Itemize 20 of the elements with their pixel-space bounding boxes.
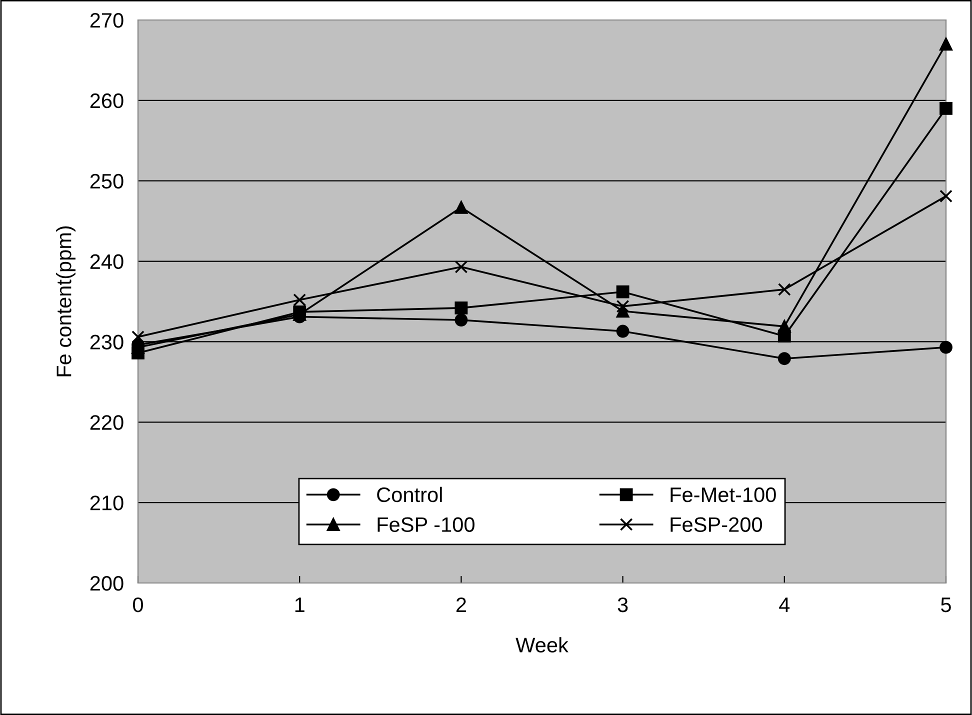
legend-label: FeSP -100: [378, 517, 474, 532]
x-tick-label: 2: [456, 597, 466, 612]
x-axis-title: Week: [516, 637, 568, 652]
x-tick-label: 3: [618, 597, 628, 612]
legend-label: Fe-Met-100: [670, 487, 776, 502]
x-tick-label: 4: [779, 598, 790, 612]
y-tick-label: 250: [90, 174, 124, 189]
y-tick-label: 210: [90, 496, 124, 510]
x-tick-label: 5: [941, 598, 951, 612]
y-tick-label: 270: [90, 13, 124, 28]
y-tick-label: 220: [90, 415, 124, 430]
y-tick-label: 230: [90, 334, 124, 350]
y-tick-label: 260: [90, 93, 124, 108]
legend-label: Control: [377, 486, 442, 502]
y-tick-label: 240: [90, 254, 124, 270]
y-tick-label: 200: [90, 576, 124, 591]
x-tick-label: 1: [295, 598, 304, 612]
x-tick-label: 0: [133, 597, 143, 612]
y-axis-title: Fe content(ppm): [56, 226, 76, 376]
legend-label: FeSP-200: [670, 517, 762, 532]
